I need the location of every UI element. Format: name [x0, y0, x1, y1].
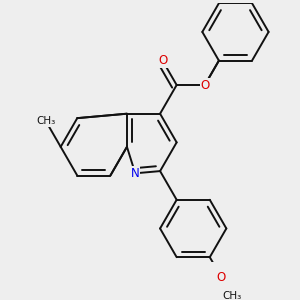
Text: N: N: [131, 167, 140, 180]
Text: O: O: [200, 79, 209, 92]
Text: CH₃: CH₃: [36, 116, 56, 126]
Text: CH₃: CH₃: [223, 291, 242, 300]
Text: O: O: [158, 54, 167, 67]
Text: O: O: [217, 271, 226, 284]
